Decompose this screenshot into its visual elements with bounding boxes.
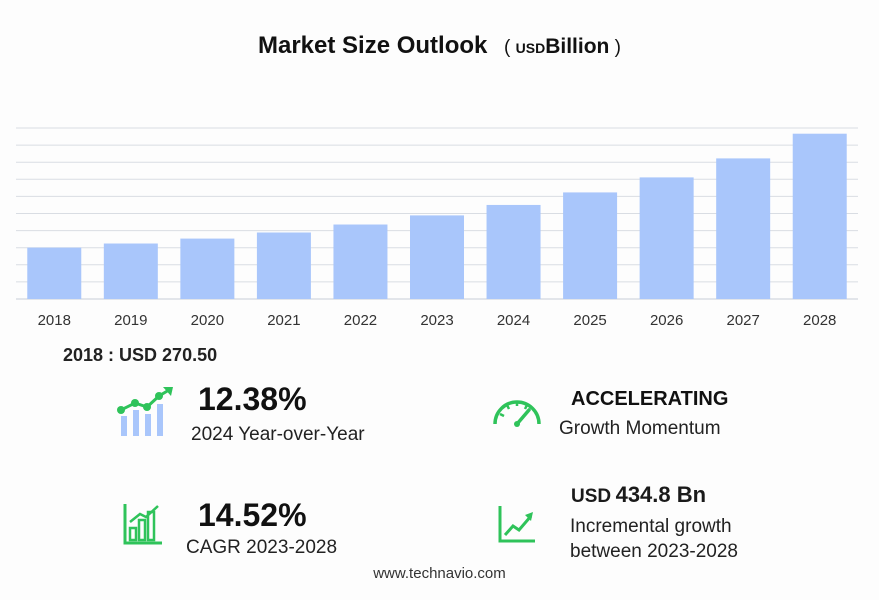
cagr-label: CAGR 2023-2028 <box>186 537 338 558</box>
increment-label-1: Incremental growth <box>570 516 732 537</box>
x-tick-label: 2023 <box>420 312 453 329</box>
bar-2028 <box>792 133 847 299</box>
unit-scale: Billion <box>545 35 610 58</box>
line-chart-icon <box>498 506 535 543</box>
bar-2026 <box>639 177 694 299</box>
x-tick-label: 2022 <box>344 312 377 329</box>
trend-bars-icon <box>117 387 173 436</box>
x-tick-label: 2020 <box>191 312 224 329</box>
growth-bars-icon <box>123 504 162 545</box>
increment-label-2: between 2023-2028 <box>570 541 738 562</box>
bar-2018 <box>27 247 82 299</box>
bar-2027 <box>716 158 771 299</box>
title-unit: ( USDBillion ) <box>504 35 621 58</box>
yoy-value: 12.38% <box>198 381 307 417</box>
unit-open: ( <box>504 37 511 58</box>
speedometer-icon <box>493 400 541 427</box>
increment-currency: USD <box>571 486 612 507</box>
increment-amount: 434.8 Bn <box>615 482 707 507</box>
bar-2025 <box>563 192 618 299</box>
bar-2024 <box>486 204 541 299</box>
base-year-value: 2018 : USD 270.50 <box>63 345 218 365</box>
cagr-value: 14.52% <box>198 497 307 533</box>
momentum-value: ACCELERATING <box>571 388 729 410</box>
chart-title: Market Size Outlook ( USDBillion ) <box>0 32 879 60</box>
x-tick-label: 2028 <box>803 312 836 329</box>
x-tick-label: 2025 <box>573 312 606 329</box>
bar-chart: 2018 2019 2020 2021 2022 2023 2024 2025 2026 2027… <box>16 127 858 329</box>
bar-2019 <box>103 243 158 299</box>
bar-2021 <box>256 232 311 299</box>
footer-source: www.technavio.com <box>373 565 506 582</box>
bar-2023 <box>410 215 464 299</box>
unit-close: ) <box>614 37 621 58</box>
x-tick-label: 2021 <box>267 312 300 329</box>
unit-currency: USD <box>515 40 546 56</box>
title-main: Market Size Outlook <box>257 32 488 59</box>
x-tick-label: 2018 <box>38 312 71 329</box>
x-tick-label: 2019 <box>114 312 147 329</box>
x-tick-label: 2026 <box>650 312 683 329</box>
momentum-label: Growth Momentum <box>559 418 721 439</box>
yoy-label: 2024 Year-over-Year <box>191 424 365 445</box>
x-tick-label: 2024 <box>497 312 530 329</box>
bar-2022 <box>333 224 388 299</box>
x-tick-label: 2027 <box>726 312 759 329</box>
increment-value: USD 434.8 Bn <box>571 482 706 508</box>
bar-2020 <box>180 238 235 299</box>
